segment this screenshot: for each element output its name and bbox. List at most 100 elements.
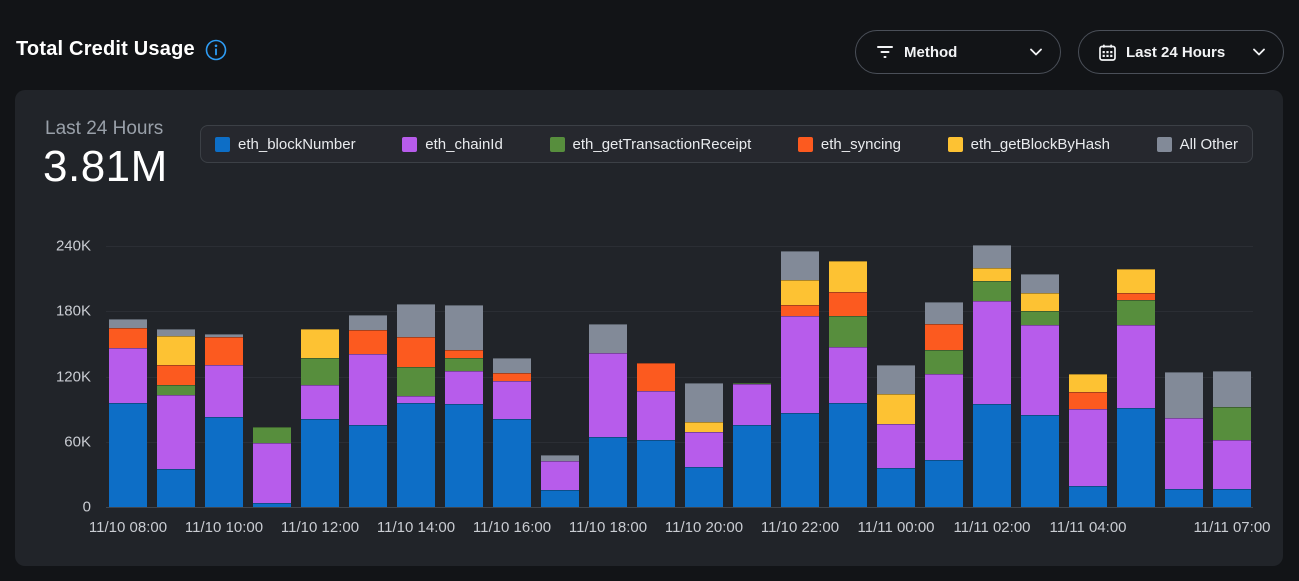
time-range-label: Last 24 Hours [1126,43,1226,61]
gridline [106,441,1253,443]
bar-segment-eth-chainId [637,390,675,440]
bar-hour-17[interactable] [925,301,963,507]
bar-segment-eth-chainId [541,461,579,490]
bar-segment-eth-chainId [877,424,915,468]
y-axis-tick-label: 120K [55,368,91,385]
legend-label: eth_getBlockByHash [970,135,1110,153]
method-filter-button[interactable]: Method [855,30,1061,74]
bar-segment-eth-blockNumber [397,402,435,507]
bar-segment-eth-chainId [925,374,963,461]
bar-segment-eth-chainId [253,442,291,503]
bar-segment-eth-chainId [1165,417,1203,489]
bar-segment-All Other [493,358,531,374]
bar-hour-18[interactable] [973,244,1011,507]
bar-segment-All Other [877,364,915,394]
bar-segment-eth-blockNumber [781,413,819,507]
bar-segment-eth-blockNumber [205,416,243,507]
legend-item-eth-getTransactionReceipt[interactable]: eth_getTransactionReceipt [549,135,752,153]
header-controls: Method Last 24 Hours [855,30,1284,74]
bar-segment-eth-getBlockByHash [1117,268,1155,293]
bar-segment-All Other [445,304,483,351]
x-axis-tick-label: 11/11 07:00 [1193,519,1271,536]
bar-segment-All Other [781,251,819,280]
bar-hour-0[interactable] [109,318,147,507]
bar-segment-All Other [685,383,723,423]
bar-hour-16[interactable] [877,364,915,507]
bar-segment-eth-syncing [493,373,531,381]
bar-segment-eth-blockNumber [541,489,579,507]
legend-item-eth-blockNumber[interactable]: eth_blockNumber [215,136,356,153]
bar-hour-5[interactable] [349,314,387,507]
time-range-button[interactable]: Last 24 Hours [1078,30,1284,74]
bar-hour-4[interactable] [301,328,339,507]
bar-segment-eth-chainId [493,380,531,419]
bar-segment-eth-syncing [109,327,147,349]
bar-segment-eth-chainId [685,431,723,467]
legend-item-eth-chainId[interactable]: eth_chainId [402,136,503,153]
bar-segment-eth-getTransactionReceipt [973,280,1011,302]
legend-label: All Other [1179,135,1238,153]
bar-segment-eth-getBlockByHash [829,261,867,292]
bar-hour-23[interactable] [1213,371,1251,507]
bar-hour-20[interactable] [1069,374,1107,507]
bar-segment-eth-getTransactionReceipt [829,315,867,348]
bar-hour-7[interactable] [445,304,483,507]
legend-item-eth-getBlockByHash[interactable]: eth_getBlockByHash [947,135,1110,153]
bar-segment-eth-blockNumber [109,402,147,507]
bar-segment-eth-blockNumber [925,460,963,507]
stacked-bar-chart: 0 60K 120K 180K 240K 11/10 08:00 11/10 10:00 11… [56,238,1271,537]
bar-segment-eth-blockNumber [1021,414,1059,507]
bar-hour-15[interactable] [829,261,867,507]
bar-segment-eth-chainId [205,364,243,417]
bar-segment-All Other [1021,274,1059,293]
bar-hour-2[interactable] [205,334,243,507]
bar-hour-14[interactable] [781,251,819,507]
bar-segment-eth-syncing [397,337,435,367]
bar-segment-eth-blockNumber [157,468,195,507]
bar-segment-eth-getTransactionReceipt [1213,406,1251,440]
bar-hour-10[interactable] [589,324,627,507]
bar-segment-eth-syncing [1069,391,1107,410]
bar-hour-3[interactable] [253,426,291,507]
x-axis-tick-label: 11/10 10:00 [184,519,264,536]
bar-hour-13[interactable] [733,383,771,507]
bar-hour-12[interactable] [685,383,723,507]
legend-item-eth-syncing[interactable]: eth_syncing [797,135,901,153]
bar-segment-eth-getTransactionReceipt [1021,311,1059,326]
bar-hour-6[interactable] [397,303,435,507]
page-title: Total Credit Usage [16,38,195,60]
legend-swatch [402,136,418,152]
bar-segment-eth-getBlockByHash [973,267,1011,281]
bar-segment-eth-chainId [397,396,435,403]
credit-usage-panel: Last 24 Hours 3.81M eth_blockNumber eth_c… [15,90,1283,566]
bar-hour-1[interactable] [157,328,195,507]
bar-hour-21[interactable] [1117,268,1155,507]
gridline [106,311,1253,313]
bar-segment-All Other [349,314,387,330]
x-axis-tick-label: 11/10 12:00 [280,519,360,536]
info-icon[interactable] [205,39,227,61]
bar-hour-19[interactable] [1021,274,1059,507]
bar-segment-eth-getBlockByHash [877,393,915,425]
x-axis-tick-label: 11/10 22:00 [760,519,840,536]
bar-hour-22[interactable] [1165,372,1203,507]
bar-segment-eth-getBlockByHash [1069,374,1107,392]
legend-label: eth_syncing [820,135,901,153]
bar-segment-eth-blockNumber [973,403,1011,507]
legend-item-All Other[interactable]: All Other [1156,135,1238,153]
bar-hour-11[interactable] [637,363,675,507]
bar-segment-eth-blockNumber [829,402,867,507]
bar-segment-eth-chainId [1213,439,1251,489]
legend-label: eth_getTransactionReceipt [572,135,752,153]
bar-segment-eth-getBlockByHash [157,336,195,365]
bar-segment-eth-blockNumber [445,403,483,507]
bar-segment-eth-chainId [157,395,195,469]
bar-hour-8[interactable] [493,358,531,507]
legend-swatch [215,136,230,152]
bar-segment-eth-getTransactionReceipt [733,383,771,385]
bar-segment-eth-blockNumber [637,439,675,507]
bar-hour-9[interactable] [541,454,579,507]
page-header: Total Credit Usage Method [0,0,1299,90]
bar-segment-eth-blockNumber [1117,408,1155,507]
bar-segment-eth-blockNumber [733,425,771,507]
